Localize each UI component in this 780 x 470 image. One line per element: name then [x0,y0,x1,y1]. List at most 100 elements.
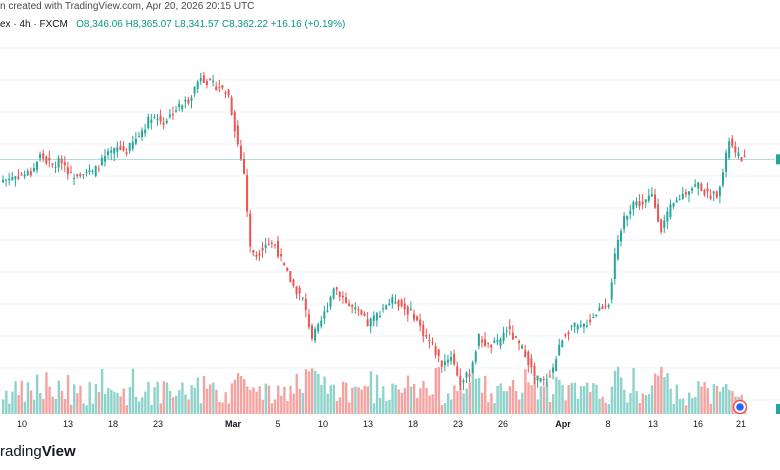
volume-bar [623,389,626,414]
volume-bar [224,392,227,414]
volume-bar [505,391,509,414]
volume-bar [289,385,292,414]
candle-up [573,322,576,327]
candle-down [344,297,347,303]
volume-bar [369,371,373,414]
volume-bar [82,403,85,414]
x-tick-label: 18 [108,419,118,429]
candle-down [125,152,128,154]
candle-up [576,325,579,330]
volume-bar [564,400,567,414]
candle-down [218,87,221,89]
volume-bar [375,374,379,414]
candle-down [267,243,270,245]
volume-bar [35,374,39,414]
candle-down [743,155,746,157]
x-tick-label: 23 [153,419,163,429]
volume-bar [459,387,462,414]
candle-down [431,342,434,344]
candle-down [286,267,289,272]
candle-down [205,81,208,85]
volume-bar [103,394,107,414]
volume-bar [700,386,703,414]
volume-bar [23,401,27,414]
volume-bar [416,398,419,414]
candle-up [332,288,335,299]
volume-bar [202,375,206,414]
volume-bar [697,381,700,414]
candle-down [283,263,286,266]
volume-bar [527,382,530,414]
candle-up [647,195,650,201]
candle-up [579,325,582,327]
volume-bar [552,393,555,414]
candle-up [669,204,672,218]
candle-up [100,157,103,166]
volume-bar [42,398,45,414]
volume-bar [610,386,614,414]
candle-down [20,174,23,176]
live-marker-dot [736,403,744,411]
volume-bar [14,381,17,414]
candle-up [168,114,171,117]
candle-up [477,333,480,347]
candle-up [635,201,638,206]
low-value: L8,341.57 [174,19,220,30]
volume-bar [239,376,243,414]
candle-up [687,191,690,195]
candle-down [416,316,419,321]
volume-bar [184,394,187,414]
volume-bar [391,383,394,414]
volume-bar [372,403,376,414]
volume-bar [465,388,468,414]
x-tick-label: 26 [498,419,508,429]
candle-up [128,142,131,151]
volume-bar [73,384,76,414]
volume-bar [666,373,669,414]
candle-up [474,351,477,362]
candle-up [317,324,320,332]
candle-up [264,244,267,248]
volume-bar [205,388,209,414]
volume-bar [39,393,42,414]
candle-down [311,325,313,339]
candle-down [437,349,440,356]
volume-bar [338,397,342,414]
volume-bar [69,404,73,414]
candle-up [629,210,632,215]
candle-down [209,78,212,81]
candle-up [650,194,653,197]
volume-bar [298,388,302,414]
ohlc-legend: ex · 4h · FXCM O8,346.06 H8,365.07 L8,34… [0,18,345,32]
volume-bar [122,388,125,414]
candle-up [113,148,116,154]
candle-down [292,279,295,286]
volume-bar [11,391,14,414]
volume-bar [712,384,716,414]
volume-bar [635,391,638,414]
candle-down [119,146,122,150]
candle-up [165,120,168,124]
candle-up [314,328,317,341]
candle-up [82,174,85,176]
volume-bar [412,383,416,414]
volume-bar [320,385,323,414]
candle-up [446,359,449,363]
volume-bar [252,387,255,414]
volume-bar [694,396,697,414]
volume-label-stub [776,404,780,414]
volume-bar [175,395,178,414]
volume-bar [545,381,549,414]
volume-bar [153,387,156,414]
candle-up [26,171,29,176]
candle-down [230,97,233,115]
candle-up [718,187,721,197]
volume-bar [165,382,169,414]
candle-down [249,213,252,247]
last-price-line [0,154,780,414]
candle-down [459,375,462,387]
candle-down [468,373,471,377]
candle-down [215,86,218,91]
brand-prefix: rading [0,443,42,460]
